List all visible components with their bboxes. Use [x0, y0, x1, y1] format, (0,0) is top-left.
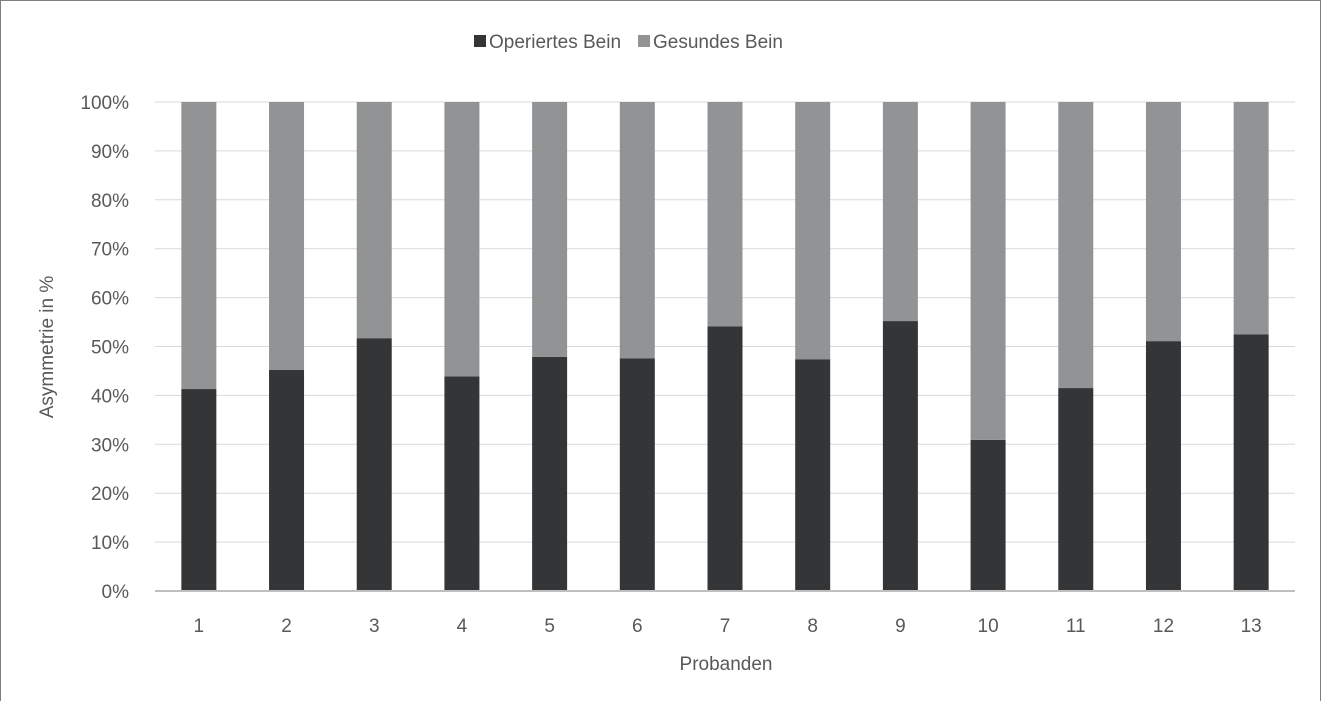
bar-operiertes-bein [1145, 341, 1181, 591]
bar-operiertes-bein [269, 369, 305, 591]
bar-gesundes-bein [619, 102, 655, 359]
y-tick-label: 60% [91, 289, 129, 310]
bar-operiertes-bein [444, 376, 480, 591]
x-tick-label: 7 [720, 616, 731, 637]
x-tick-label: 4 [457, 616, 468, 637]
bar-gesundes-bein [707, 102, 743, 327]
y-tick-label: 40% [91, 386, 129, 407]
x-tick-label: 13 [1241, 616, 1262, 637]
y-tick-label: 20% [91, 484, 129, 505]
x-tick-label: 2 [281, 616, 292, 637]
bar-gesundes-bein [1145, 102, 1181, 342]
y-tick-label: 70% [91, 240, 129, 261]
bar-operiertes-bein [707, 326, 743, 591]
y-tick-label: 0% [102, 582, 130, 603]
bars [181, 102, 1269, 591]
x-tick-label: 3 [369, 616, 380, 637]
bar-operiertes-bein [1233, 334, 1269, 591]
bar-operiertes-bein [181, 389, 217, 591]
bar-gesundes-bein [181, 102, 217, 390]
bar-gesundes-bein [269, 102, 305, 370]
bar-operiertes-bein [882, 321, 918, 591]
x-tick-label: 6 [632, 616, 643, 637]
bar-operiertes-bein [1058, 388, 1094, 591]
x-tick-label: 1 [194, 616, 205, 637]
bar-gesundes-bein [532, 102, 568, 357]
legend-label-gesundes-bein: Gesundes Bein [653, 32, 783, 53]
bar-gesundes-bein [356, 102, 392, 339]
y-tick-label: 80% [91, 191, 129, 212]
y-axis-title: Asymmetrie in % [37, 276, 58, 419]
bar-gesundes-bein [970, 102, 1006, 440]
bar-operiertes-bein [619, 358, 655, 591]
legend-swatch-operiertes-bein [474, 35, 486, 47]
bar-operiertes-bein [970, 439, 1006, 591]
x-tick-labels: 1 2 3 4 5 6 7 8 9 10 11 12 13 [194, 616, 1262, 637]
bar-operiertes-bein [356, 338, 392, 591]
bar-gesundes-bein [444, 102, 480, 377]
legend: Operiertes Bein Gesundes Bein [474, 32, 783, 53]
x-tick-label: 5 [544, 616, 555, 637]
bar-operiertes-bein [795, 359, 831, 591]
y-tick-label: 30% [91, 435, 129, 456]
bar-gesundes-bein [1058, 102, 1094, 389]
bar-operiertes-bein [532, 356, 568, 591]
x-tick-label: 10 [978, 616, 999, 637]
bar-gesundes-bein [882, 102, 918, 322]
x-tick-label: 11 [1066, 616, 1086, 637]
x-tick-label: 9 [895, 616, 906, 637]
legend-label-operiertes-bein: Operiertes Bein [489, 32, 621, 53]
y-tick-label: 10% [91, 533, 129, 554]
x-tick-label: 12 [1153, 616, 1174, 637]
y-tick-label: 50% [91, 338, 129, 359]
x-tick-label: 8 [807, 616, 818, 637]
bar-gesundes-bein [795, 102, 831, 360]
y-tick-label: 90% [91, 142, 129, 163]
legend-swatch-gesundes-bein [638, 35, 651, 47]
y-tick-label: 100% [80, 93, 129, 114]
y-tick-labels: 0% 10% 20% 30% 40% 50% 60% 70% 80% 90% 100% [80, 93, 129, 603]
bar-gesundes-bein [1233, 102, 1269, 335]
x-axis-title: Probanden [680, 654, 773, 675]
